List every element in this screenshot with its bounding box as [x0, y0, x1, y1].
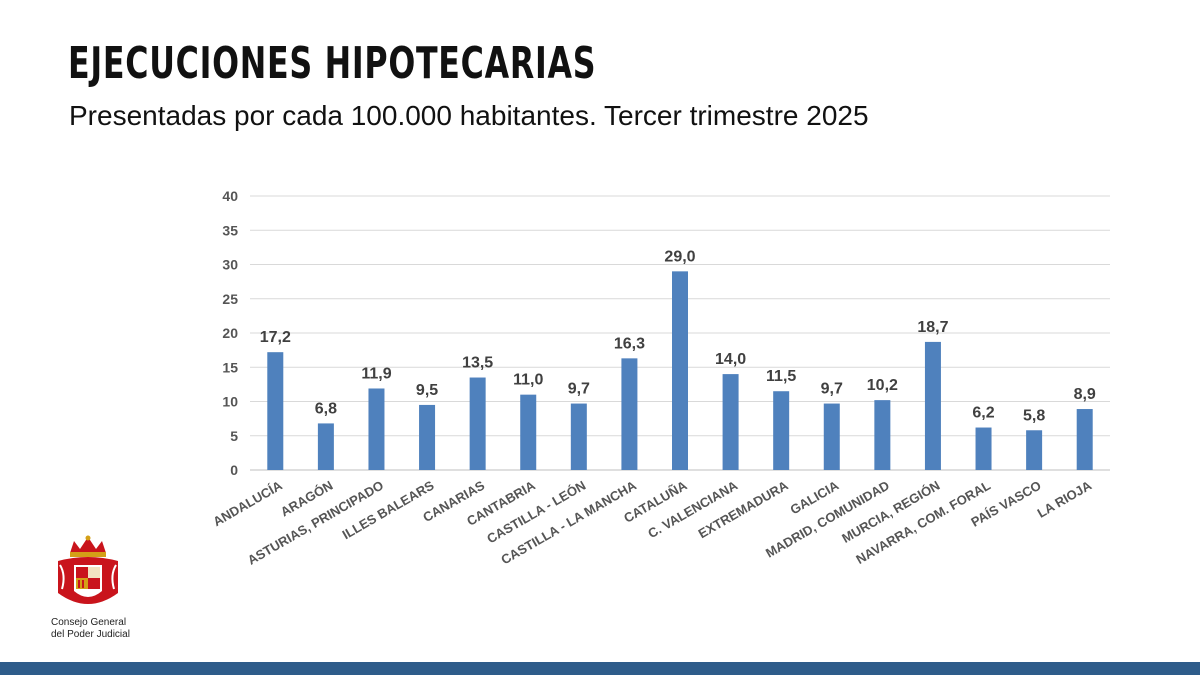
org-name: Consejo General del Poder Judicial: [51, 617, 130, 641]
x-tick-label: EXTREMADURA: [696, 477, 792, 541]
org-name-line2: del Poder Judicial: [51, 629, 130, 640]
chart-container: 0 5 10 15 20 25 30 35 40 17,2 6,8 11,9 9,5 13,5 11,0 9…: [195, 155, 1135, 599]
data-label: 5,8: [1023, 407, 1045, 424]
data-label: 6,8: [315, 400, 337, 417]
bar: [621, 358, 638, 470]
data-label: 9,7: [821, 381, 843, 398]
cgpj-logo: [58, 535, 118, 604]
bar: [469, 377, 486, 470]
bar: [267, 352, 284, 470]
bar: [773, 391, 790, 470]
data-label: 11,0: [513, 372, 543, 389]
y-tick-label: 0: [230, 462, 238, 478]
data-label: 8,9: [1074, 386, 1096, 403]
bar: [317, 423, 334, 470]
bar: [1076, 409, 1093, 470]
data-label: 9,7: [568, 381, 590, 398]
data-label: 11,5: [766, 368, 796, 385]
y-tick-label: 35: [222, 222, 238, 238]
y-tick-label: 25: [222, 291, 238, 307]
data-label: 11,9: [361, 365, 391, 382]
data-label: 10,2: [867, 377, 898, 394]
bar-chart: 0 5 10 15 20 25 30 35 40 17,2 6,8 11,9 9,5 13,5 11,0 9…: [210, 188, 1110, 568]
y-tick-label: 40: [222, 188, 238, 204]
data-label: 14,0: [715, 351, 746, 368]
data-label: 9,5: [416, 382, 438, 399]
y-tick-label: 30: [222, 257, 238, 273]
bars: [267, 271, 1093, 470]
page-subtitle: Presentadas por cada 100.000 habitantes.…: [69, 100, 869, 131]
data-label: 17,2: [260, 329, 291, 346]
x-tick-label: LA RIOJA: [1035, 477, 1095, 520]
data-labels: 17,2 6,8 11,9 9,5 13,5 11,0 9,7 16,3 29,0 14,0 11,…: [260, 248, 1096, 424]
data-label: 29,0: [664, 248, 695, 265]
bar: [924, 341, 941, 470]
page-title: EJECUCIONES HIPOTECARIAS: [68, 38, 597, 89]
bar: [419, 404, 436, 470]
bar: [874, 400, 891, 470]
data-label: 6,2: [972, 405, 994, 422]
x-tick-label: ANDALUCÍA: [210, 477, 285, 529]
data-label: 16,3: [614, 335, 645, 352]
bar: [520, 394, 537, 470]
y-tick-label: 20: [222, 325, 238, 341]
y-tick-label: 10: [222, 394, 238, 410]
y-tick-label: 5: [230, 428, 238, 444]
bar: [823, 403, 840, 470]
y-tick-label: 15: [222, 359, 238, 375]
org-name-line1: Consejo General: [51, 617, 127, 628]
bar: [672, 271, 688, 470]
data-label: 18,7: [917, 319, 948, 336]
footer-bar: [0, 662, 1200, 675]
bar: [975, 427, 992, 470]
bar: [570, 403, 587, 470]
bar: [1026, 430, 1043, 470]
data-label: 13,5: [462, 355, 493, 372]
x-tick-label: C. VALENCIANA: [645, 477, 740, 541]
y-axis-ticks: 0 5 10 15 20 25 30 35 40: [222, 188, 238, 478]
bar: [368, 388, 385, 470]
bar: [722, 374, 739, 470]
